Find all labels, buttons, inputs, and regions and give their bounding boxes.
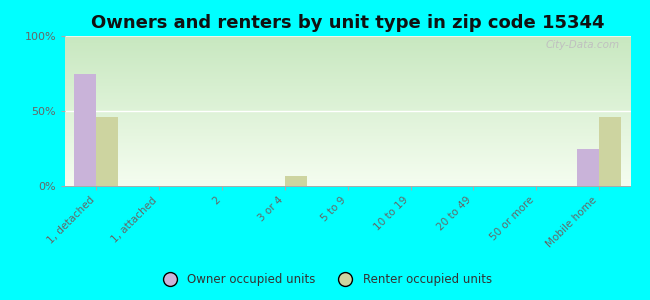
Text: City-Data.com: City-Data.com — [545, 40, 619, 50]
Bar — [577, 148, 599, 186]
Legend: Owner occupied units, Renter occupied units: Owner occupied units, Renter occupied un… — [153, 269, 497, 291]
Bar — [96, 117, 118, 186]
Bar — [285, 176, 307, 186]
Bar — [599, 117, 621, 186]
Title: Owners and renters by unit type in zip code 15344: Owners and renters by unit type in zip c… — [91, 14, 604, 32]
Bar — [74, 74, 96, 186]
